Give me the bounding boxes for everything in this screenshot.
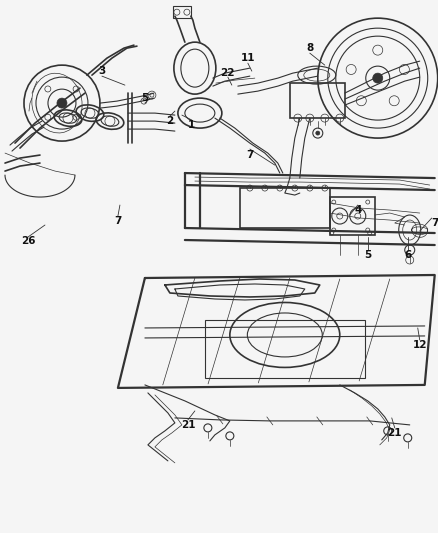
Text: 5: 5 bbox=[141, 93, 148, 103]
Circle shape bbox=[316, 131, 320, 135]
Text: 21: 21 bbox=[388, 428, 402, 438]
Text: 5: 5 bbox=[364, 250, 371, 260]
Text: 2: 2 bbox=[166, 116, 173, 126]
Text: 4: 4 bbox=[354, 205, 361, 215]
Text: 11: 11 bbox=[240, 53, 255, 63]
Bar bbox=[240, 188, 330, 228]
Circle shape bbox=[57, 98, 67, 108]
Bar bbox=[330, 197, 375, 235]
Text: 22: 22 bbox=[221, 68, 235, 78]
Text: 26: 26 bbox=[21, 236, 35, 246]
Bar bbox=[205, 320, 365, 378]
Text: 12: 12 bbox=[413, 340, 427, 350]
Bar bbox=[173, 6, 191, 18]
Text: 21: 21 bbox=[180, 420, 195, 430]
Text: 7: 7 bbox=[431, 218, 438, 228]
Text: 8: 8 bbox=[306, 43, 314, 53]
Bar bbox=[290, 83, 345, 118]
Text: 7: 7 bbox=[246, 150, 254, 160]
Text: 7: 7 bbox=[114, 216, 122, 226]
Text: 1: 1 bbox=[188, 120, 195, 130]
Text: 6: 6 bbox=[404, 250, 411, 260]
Circle shape bbox=[373, 73, 383, 83]
Text: 3: 3 bbox=[98, 66, 106, 76]
